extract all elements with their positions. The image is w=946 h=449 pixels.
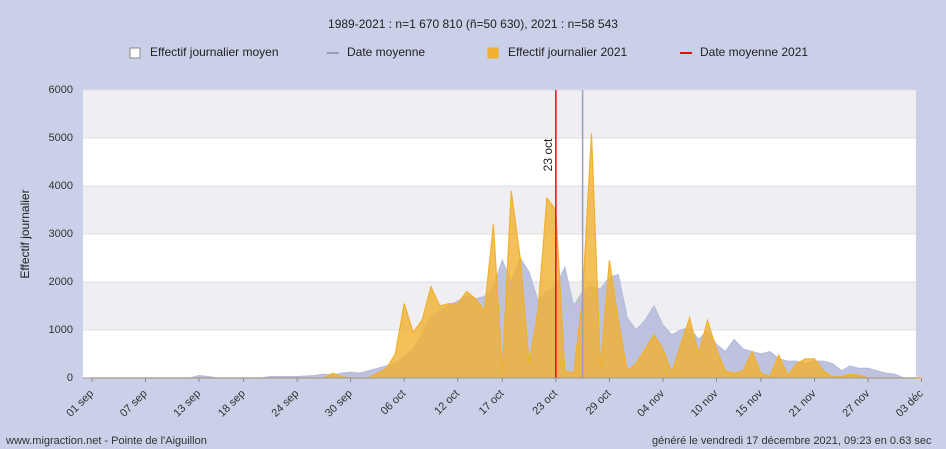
- legend-label: Date moyenne: [347, 45, 425, 59]
- x-tick-label: 13 sep: [171, 388, 203, 420]
- x-tick-label: 12 oct: [432, 388, 462, 418]
- footer-left: www.migraction.net - Pointe de l'Aiguill…: [5, 435, 207, 447]
- legend-swatch: [129, 47, 141, 59]
- area-fill: [92, 133, 922, 378]
- y-tick-label: 4000: [49, 180, 73, 192]
- x-tick-label: 18 sep: [216, 388, 248, 420]
- x-tick-label: 15 nov: [733, 387, 765, 419]
- y-tick-label: 0: [67, 372, 73, 384]
- y-tick-label: 1000: [49, 324, 73, 336]
- legend-swatch: [487, 47, 499, 59]
- grid-band: [83, 90, 916, 138]
- y-tick-label: 6000: [49, 84, 73, 96]
- y-tick-label: 2000: [49, 276, 73, 288]
- legend-label: Effectif journalier 2021: [508, 45, 628, 59]
- y-tick-label: 3000: [49, 228, 73, 240]
- x-tick-label: 10 nov: [689, 387, 721, 419]
- x-tick-label: 30 sep: [323, 388, 355, 420]
- chart-title: 1989-2021 : n=1 670 810 (ñ=50 630), 2021…: [328, 17, 618, 31]
- x-tick-label: 23 oct: [530, 388, 560, 418]
- x-tick-label: 24 sep: [269, 388, 301, 420]
- x-tick-label: 07 sep: [118, 388, 150, 420]
- legend-label: Date moyenne 2021: [700, 45, 808, 59]
- x-tick-label: 29 oct: [584, 388, 614, 418]
- x-tick-label: 17 oct: [477, 388, 507, 418]
- legend-label: Effectif journalier moyen: [150, 45, 279, 59]
- x-tick-label: 21 nov: [787, 387, 819, 419]
- x-tick-label: 06 oct: [379, 388, 409, 418]
- x-tick-label: 27 nov: [840, 387, 872, 419]
- footer-right: généré le vendredi 17 décembre 2021, 09:…: [652, 435, 932, 447]
- x-tick-label: 01 sep: [64, 388, 96, 420]
- date-line-label: 23 oct: [541, 138, 555, 171]
- x-tick-label: 04 nov: [635, 387, 667, 419]
- y-axis-label: Effectif journalier: [18, 189, 32, 278]
- grid-band: [83, 186, 916, 234]
- x-tick-label: 03 déc: [894, 387, 926, 419]
- y-tick-label: 5000: [49, 132, 73, 144]
